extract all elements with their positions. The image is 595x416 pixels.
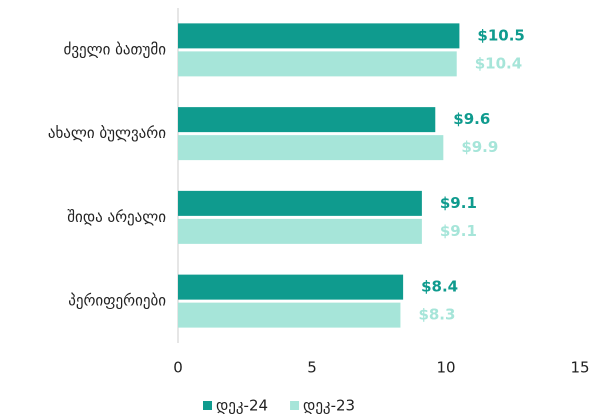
- data-label: $9.1: [440, 222, 477, 240]
- legend-label: დეკ-23: [303, 397, 355, 415]
- bar: [178, 51, 457, 77]
- legend-swatch: [290, 401, 300, 410]
- x-tick-label: 10: [436, 359, 455, 377]
- y-tick-label: ძველი ბათუმი: [64, 40, 167, 58]
- bar: [178, 135, 444, 161]
- y-tick-label: შიდა არეალი: [67, 208, 166, 226]
- data-label: $10.5: [477, 26, 524, 44]
- bar: [178, 218, 422, 244]
- x-tick-label: 15: [570, 359, 589, 377]
- data-label: $9.1: [440, 194, 477, 212]
- bar: [178, 302, 401, 328]
- data-label: $9.6: [453, 110, 490, 128]
- data-label: $9.9: [461, 138, 498, 156]
- y-tick-label: ახალი ბულვარი: [48, 124, 166, 142]
- bar: [178, 274, 404, 300]
- data-label: $10.4: [475, 54, 522, 72]
- data-label: $8.4: [421, 278, 458, 296]
- legend-swatch: [203, 401, 212, 410]
- y-tick-label: პერიფერიები: [68, 292, 166, 310]
- legend-label: დეკ-24: [216, 397, 268, 415]
- x-tick-label: 5: [307, 359, 317, 377]
- bar: [178, 23, 460, 49]
- bar: [178, 107, 436, 133]
- x-tick-label: 0: [173, 359, 183, 377]
- data-label: $8.3: [418, 306, 455, 324]
- bar: [178, 190, 422, 216]
